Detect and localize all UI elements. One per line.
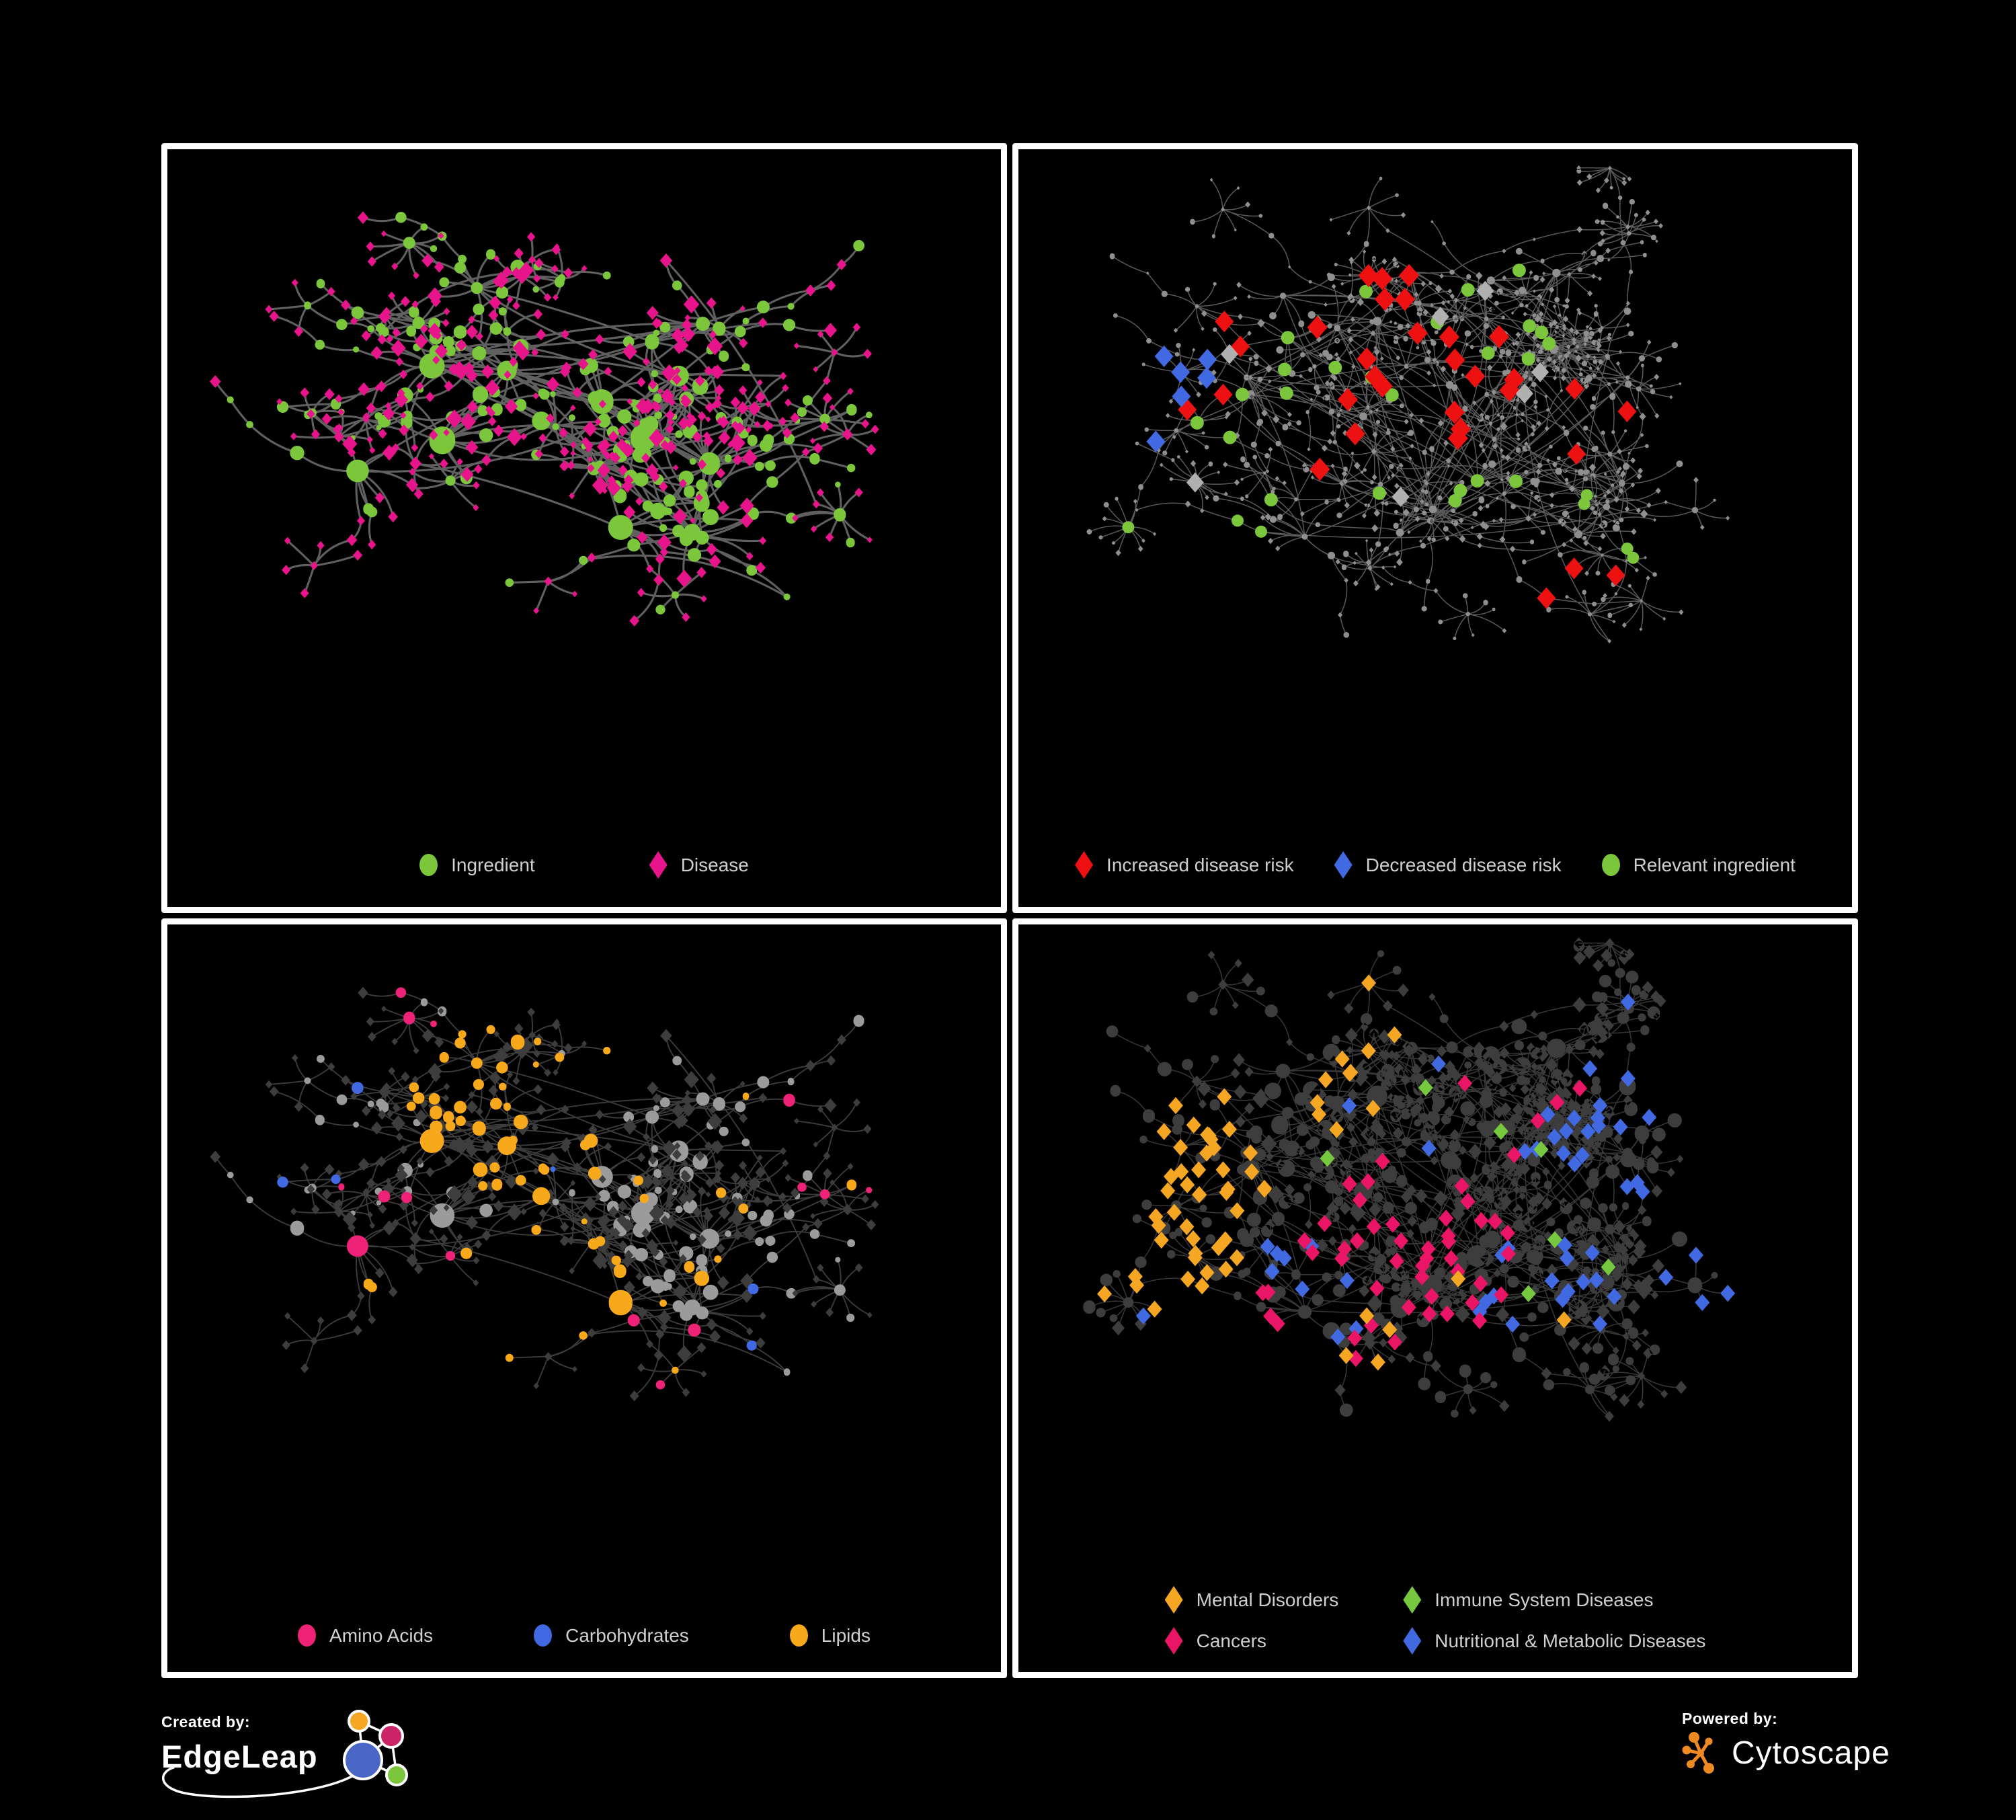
diamond-marker-icon [1334,851,1353,879]
legend-label: Relevant ingredient [1633,854,1796,875]
legend-row: Ingredient Disease [419,851,749,879]
legend-row: Increased disease risk Decreased disease … [1075,851,1796,879]
legend-label: Immune System Diseases [1435,1589,1654,1610]
legend-item-amino-acids: Amino Acids [298,1624,433,1647]
circle-marker-icon [789,1624,808,1647]
powered-by-label: Powered by: [1682,1710,1778,1727]
diamond-marker-icon [1075,851,1094,879]
legend-label: Carbohydrates [565,1624,689,1646]
edgeleap-credit: Created by: EdgeLeap [161,1710,417,1804]
legend-label: Cancers [1196,1630,1266,1651]
edgeleap-swoosh [161,1759,370,1798]
network-ingredient-categories [210,986,879,1402]
legend-label: Lipids [821,1624,871,1646]
legend-ingredients-diseases: Ingredient Disease [167,851,1001,879]
legend-row: Amino Acids Carbohydrates Lipids [298,1624,871,1647]
legend-disease-categories: Mental Disorders Immune System Diseases Ca… [1018,1586,1852,1655]
legend-label: Mental Disorders [1196,1589,1339,1610]
diamond-marker-icon [1164,1627,1183,1655]
diamond-marker-icon [1403,1627,1422,1655]
diamond-marker-icon [1403,1586,1422,1614]
created-by-label: Created by: [161,1713,251,1731]
legend-disease-risk: Increased disease risk Decreased disease … [1018,851,1852,879]
legend-item-decreased-disease-risk: Decreased disease risk [1334,851,1562,879]
legend-item-carbohydrates: Carbohydrates [534,1624,689,1647]
network-ingredients-diseases [210,211,879,627]
circle-marker-icon [534,1624,553,1647]
panel-ingredient-categories: Amino Acids Carbohydrates Lipids [161,918,1007,1678]
legend-item-nutritional-metabolic-diseases: Nutritional & Metabolic Diseases [1403,1627,1705,1655]
edgeleap-brand: EdgeLeap [161,1739,318,1774]
legend-item-disease: Disease [649,851,749,879]
cytoscape-credit: Powered by: Cytoscape [1682,1710,1964,1790]
cytoscape-brand: Cytoscape [1732,1735,1890,1771]
panel-disease-categories: Mental Disorders Immune System Diseases Ca… [1012,918,1858,1678]
legend-item-ingredient: Ingredient [419,854,535,876]
legend-item-cancers: Cancers [1164,1627,1266,1655]
diamond-marker-icon [1164,1586,1183,1614]
legend-item-lipids: Lipids [789,1624,871,1647]
panel-ingredients-diseases: Ingredient Disease [161,143,1007,913]
panel-disease-risk: Increased disease risk Decreased disease … [1012,143,1858,913]
legend-label: Nutritional & Metabolic Diseases [1435,1630,1706,1651]
legend-item-mental-disorders: Mental Disorders [1164,1586,1339,1614]
circle-marker-icon [1601,854,1620,876]
legend-item-immune-system-diseases: Immune System Diseases [1403,1586,1654,1614]
legend-item-relevant-ingredient: Relevant ingredient [1601,854,1796,876]
legend-label: Disease [680,854,749,875]
circle-marker-icon [419,854,438,876]
legend-label: Amino Acids [329,1624,434,1646]
edgeleap-logo-icon [343,1710,408,1786]
diamond-marker-icon [649,851,668,879]
cytoscape-logo-icon [1682,1732,1714,1774]
network-disease-risk [1086,165,1730,643]
legend-item-increased-disease-risk: Increased disease risk [1075,851,1294,879]
legend-ingredient-categories: Amino Acids Carbohydrates Lipids [167,1624,1001,1647]
network-disease-categories [1083,937,1736,1422]
legend-label: Decreased disease risk [1365,854,1562,875]
legend-label: Ingredient [451,854,535,875]
circle-marker-icon [298,1624,317,1647]
legend-label: Increased disease risk [1106,854,1294,875]
